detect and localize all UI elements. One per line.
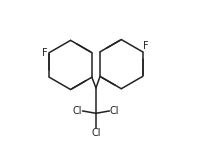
Text: Cl: Cl bbox=[109, 106, 118, 116]
Text: F: F bbox=[143, 41, 148, 51]
Text: Cl: Cl bbox=[73, 106, 82, 116]
Text: F: F bbox=[42, 48, 47, 58]
Text: Cl: Cl bbox=[91, 128, 100, 138]
